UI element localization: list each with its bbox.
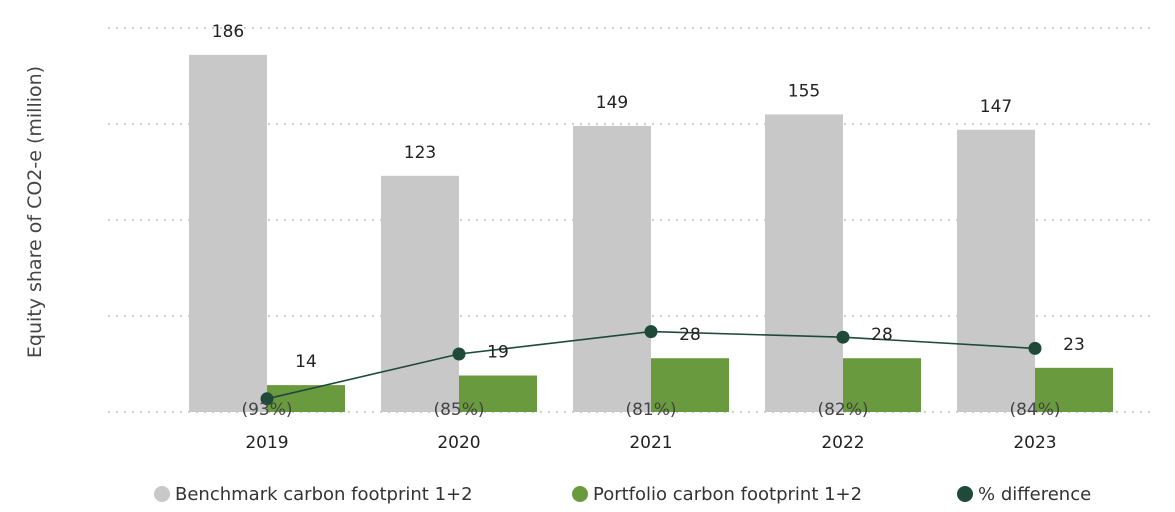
legend-label: Benchmark carbon footprint 1+2 (175, 484, 473, 505)
data-label-portfolio: 19 (487, 343, 509, 363)
legend-marker (957, 486, 973, 502)
data-label-portfolio: 28 (679, 325, 701, 345)
legend-item: Benchmark carbon footprint 1+2 (154, 484, 473, 505)
legend-item: Portfolio carbon footprint 1+2 (572, 484, 862, 505)
legend-label: Portfolio carbon footprint 1+2 (593, 484, 862, 505)
x-axis-ticks: 2019 2020 2021 2022 2023 (245, 433, 1056, 453)
legend-marker (572, 486, 588, 502)
bar-portfolio (1035, 367, 1113, 412)
data-label-difference: (85%) (433, 400, 484, 420)
difference-point (644, 325, 658, 339)
data-label-difference: (93%) (241, 400, 292, 420)
legend: Benchmark carbon footprint 1+2 Portfolio … (154, 484, 1091, 505)
x-tick-label: 2021 (629, 433, 672, 453)
difference-point (1028, 341, 1042, 355)
data-label-portfolio: 23 (1063, 335, 1085, 355)
bar-benchmark (189, 54, 267, 412)
data-label-benchmark: 155 (788, 81, 820, 101)
x-tick-label: 2020 (437, 433, 480, 453)
y-axis-label: Equity share of CO2-e (million) (24, 66, 46, 358)
legend-marker (154, 486, 170, 502)
bar-benchmark (381, 175, 459, 412)
bar-portfolio (459, 375, 537, 412)
difference-point (836, 330, 850, 344)
data-label-difference: (84%) (1009, 400, 1060, 420)
x-tick-label: 2023 (1013, 433, 1056, 453)
data-label-portfolio: 28 (871, 325, 893, 345)
difference-point (260, 392, 274, 406)
data-label-benchmark: 147 (980, 97, 1012, 117)
legend-item: % difference (957, 484, 1091, 505)
bar-benchmark (957, 129, 1035, 412)
data-label-portfolio: 14 (295, 352, 317, 372)
data-labels: 186 14 (93%) 123 19 (85%) 149 28 (81%) 155 28 (82%)… (212, 22, 1085, 420)
data-label-benchmark: 149 (596, 93, 628, 113)
data-label-difference: (81%) (625, 400, 676, 420)
bars (189, 54, 1113, 413)
data-label-difference: (82%) (817, 400, 868, 420)
bar-benchmark (573, 125, 651, 413)
data-label-benchmark: 186 (212, 22, 244, 42)
bar-portfolio (651, 358, 729, 412)
bar-portfolio (843, 358, 921, 412)
data-label-benchmark: 123 (404, 143, 436, 163)
x-tick-label: 2019 (245, 433, 288, 453)
difference-point (452, 347, 466, 361)
bar-benchmark (765, 114, 843, 413)
difference-line (260, 325, 1042, 406)
x-tick-label: 2022 (821, 433, 864, 453)
legend-label: % difference (978, 484, 1091, 505)
